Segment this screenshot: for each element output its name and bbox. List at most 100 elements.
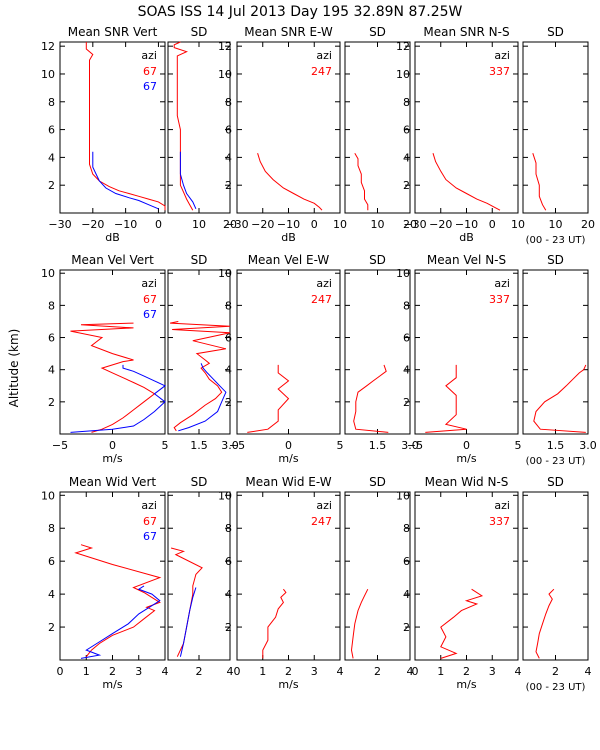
x-tick-label: 0	[57, 665, 64, 678]
azi-value: 337	[489, 515, 510, 528]
azi-value: 67	[143, 308, 157, 321]
panel-title: SD	[369, 253, 386, 267]
panel-title: Mean Vel N-S	[427, 253, 506, 267]
x-tick-label: 1	[437, 665, 444, 678]
x-tick-label: 0	[489, 218, 496, 231]
panel-title: Mean Wid E-W	[245, 475, 331, 489]
panel-snr-2: Mean SNR E-W 2 4 6 8 10 12 −30 −20 −10 0 10 dB azi 247	[218, 25, 347, 244]
series-line-337	[532, 153, 547, 211]
series-line-337	[425, 364, 467, 433]
x-tick-label: 1.5	[369, 439, 387, 452]
y-tick-label: 10	[218, 68, 232, 81]
x-tick-label: 1	[259, 665, 266, 678]
x-tick-label: 20	[223, 218, 237, 231]
panel-title: SD	[191, 475, 208, 489]
x-tick-label: 10	[511, 218, 525, 231]
series-line-67	[92, 151, 159, 210]
x-tick-label: 2	[109, 665, 116, 678]
x-tick-label: 10	[192, 218, 206, 231]
azi-value: 247	[311, 515, 332, 528]
azi-value: 67	[143, 65, 157, 78]
x-tick-label: 0	[285, 439, 292, 452]
y-tick-label: 8	[403, 299, 410, 312]
y-tick-label: 4	[48, 588, 55, 601]
x-axis-label: m/s	[278, 452, 298, 465]
x-tick-label: −20	[81, 218, 104, 231]
y-tick-label: 2	[403, 396, 410, 409]
panel-snr-0: Mean SNR Vert 2 4 6 8 10 12 −30 −20 −10 0 dB azi 67 67	[41, 25, 166, 244]
x-tick-label: 3	[311, 665, 318, 678]
series-line-67	[179, 587, 197, 657]
x-axis-label: dB	[105, 231, 120, 244]
y-tick-label: 10	[41, 68, 55, 81]
panel-title: SD	[191, 253, 208, 267]
panel-vel-5: SD 1.5 3.0	[522, 253, 597, 452]
x-tick-label: 0	[311, 218, 318, 231]
series-line-247	[354, 152, 369, 211]
x-tick-label: −30	[403, 218, 426, 231]
x-tick-label: 3.0	[401, 439, 419, 452]
y-tick-label: 6	[48, 124, 55, 137]
x-tick-label: 20	[581, 218, 595, 231]
x-tick-label: −10	[455, 218, 478, 231]
x-tick-label: −20	[251, 218, 274, 231]
y-tick-label: 2	[48, 179, 55, 192]
x-tick-label: 2	[552, 665, 559, 678]
y-tick-label: 4	[403, 151, 410, 164]
x-tick-label: 2	[374, 665, 381, 678]
x-tick-label: 2	[196, 665, 203, 678]
y-tick-label: 10	[41, 267, 55, 280]
x-tick-label: −20	[429, 218, 452, 231]
x-tick-label: 3.0	[221, 439, 239, 452]
azi-label: azi	[316, 277, 332, 290]
x-tick-label: −30	[225, 218, 248, 231]
x-tick-label: 0	[109, 439, 116, 452]
x-tick-label: 5	[162, 439, 169, 452]
x-tick-label: 3.0	[579, 439, 597, 452]
x-tick-label: −10	[114, 218, 137, 231]
utc-note: (00 - 23 UT)	[526, 456, 586, 467]
x-tick-label: 1.5	[190, 439, 208, 452]
y-tick-label: 4	[225, 588, 232, 601]
y-tick-label: 10	[396, 489, 410, 502]
y-tick-label: 12	[41, 40, 55, 53]
y-tick-label: 10	[218, 489, 232, 502]
panel-frame	[344, 269, 411, 435]
series-line-337	[440, 588, 484, 659]
x-tick-label: 4	[337, 665, 344, 678]
panel-snr-5: SD 10 20	[522, 25, 595, 231]
y-tick-label: 10	[218, 267, 232, 280]
figure-title: SOAS ISS 14 Jul 2013 Day 195 32.89N 87.2…	[138, 4, 463, 20]
x-tick-label: 1.5	[547, 439, 565, 452]
x-tick-label: 10	[371, 218, 385, 231]
x-tick-label: 5	[515, 439, 522, 452]
panel-title: Mean Wid Vert	[69, 475, 156, 489]
altitude-axis-label: Altitude (km)	[7, 329, 21, 408]
azi-label: azi	[494, 499, 510, 512]
y-tick-label: 2	[48, 396, 55, 409]
utc-note: (00 - 23 UT)	[526, 235, 586, 246]
azi-value: 337	[489, 293, 510, 306]
panel-frame	[59, 41, 166, 214]
y-tick-label: 8	[225, 299, 232, 312]
panel-frame	[344, 491, 411, 661]
x-tick-label: −5	[52, 439, 68, 452]
panel-frame	[167, 491, 231, 661]
panel-vel-3: SD 1.5 3.0	[344, 253, 419, 452]
x-tick-label: 2	[463, 665, 470, 678]
panel-title: SD	[547, 25, 564, 39]
y-tick-label: 4	[48, 151, 55, 164]
panel-vel-4: Mean Vel N-S 2 4 6 8 10 −5 0 5 m/s azi 337	[396, 253, 522, 465]
y-tick-label: 8	[48, 299, 55, 312]
y-tick-label: 4	[225, 151, 232, 164]
azi-label: azi	[141, 49, 157, 62]
y-tick-label: 2	[225, 621, 232, 634]
azi-value: 337	[489, 65, 510, 78]
y-tick-label: 12	[396, 40, 410, 53]
azi-value: 67	[143, 515, 157, 528]
y-tick-label: 2	[225, 179, 232, 192]
panel-frame	[522, 269, 589, 435]
panel-vel-2: Mean Vel E-W 2 4 6 8 10 −5 0 5 m/s azi 247	[218, 253, 344, 465]
